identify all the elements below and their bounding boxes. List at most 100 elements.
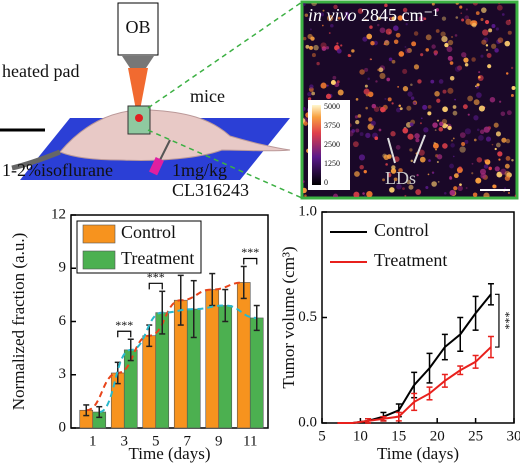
speckle xyxy=(305,44,310,49)
speckle xyxy=(428,159,431,162)
speckle xyxy=(370,40,375,46)
speckle xyxy=(316,61,320,66)
speckle xyxy=(427,111,432,116)
speckle xyxy=(478,105,485,112)
drug-label: CL316243 xyxy=(172,180,249,200)
tube xyxy=(11,149,61,171)
speckle xyxy=(387,97,392,102)
speckle xyxy=(464,15,470,20)
speckle xyxy=(337,89,344,96)
speckle xyxy=(333,4,338,10)
speckle xyxy=(481,7,487,13)
speckle xyxy=(431,3,435,6)
zoom-line xyxy=(147,129,303,199)
speckle xyxy=(511,86,516,90)
speckle xyxy=(340,44,343,47)
speckle xyxy=(410,83,413,87)
speckle xyxy=(359,164,364,170)
speckle xyxy=(510,66,514,70)
x-tick-label: 10 xyxy=(353,428,368,444)
speckle xyxy=(476,83,480,87)
speckle xyxy=(396,183,402,190)
objective xyxy=(117,2,159,56)
speckle xyxy=(413,101,416,105)
speckle xyxy=(499,100,502,103)
speckle xyxy=(440,31,446,37)
speckle xyxy=(391,16,397,21)
speckle xyxy=(485,44,489,47)
speckle xyxy=(480,54,484,58)
speckle xyxy=(476,157,483,163)
speckle xyxy=(493,184,497,189)
legend-label: Treatment xyxy=(121,248,194,268)
needle xyxy=(159,139,171,161)
arrow xyxy=(387,137,396,164)
speckle xyxy=(505,138,511,144)
significance-bracket xyxy=(494,293,500,348)
speckle xyxy=(488,28,493,33)
speckle xyxy=(303,3,306,6)
speckle xyxy=(427,173,430,176)
speckle xyxy=(427,104,432,109)
speckle xyxy=(504,170,511,177)
speckle xyxy=(467,95,474,102)
speckle xyxy=(484,19,490,25)
speckle xyxy=(449,76,455,81)
speckle xyxy=(404,194,407,197)
x-tick-label: 11 xyxy=(243,433,257,449)
speckle xyxy=(485,136,492,142)
speckle xyxy=(345,12,349,16)
speckle xyxy=(462,104,468,110)
speckle xyxy=(507,191,511,195)
speckle xyxy=(408,184,414,190)
speckle xyxy=(382,108,386,112)
speckle xyxy=(308,17,311,20)
arrow-label: LDs xyxy=(385,168,416,188)
speckle xyxy=(411,41,417,47)
speckle xyxy=(425,185,429,190)
speckle xyxy=(322,9,325,12)
speckle xyxy=(366,190,373,197)
image-panel: in vivo 2845 cm⁻¹ LDs 5000 3750 2500 1250 0 xyxy=(300,0,519,200)
significance-label: *** xyxy=(499,312,513,330)
speckle xyxy=(450,35,454,39)
speckle xyxy=(410,159,414,163)
speckle xyxy=(464,62,469,67)
dose-label: 1mg/kg xyxy=(172,160,227,180)
speckle xyxy=(478,75,481,79)
speckle xyxy=(321,24,324,27)
speckle xyxy=(303,121,308,126)
speckle xyxy=(437,119,440,122)
speckle xyxy=(419,156,426,163)
x-tick-label: 20 xyxy=(430,428,445,444)
speckle xyxy=(494,147,497,151)
speckle xyxy=(398,51,405,57)
speckle xyxy=(508,19,511,22)
speckle xyxy=(455,16,459,19)
y-tick-label: 0.0 xyxy=(298,414,317,430)
speckle xyxy=(419,122,422,125)
speckle-layer xyxy=(303,3,516,197)
bar xyxy=(236,282,251,429)
speckle xyxy=(480,17,484,22)
image-title-prefix: in vivo xyxy=(308,5,356,25)
speckle xyxy=(461,141,466,147)
speckle xyxy=(310,36,315,41)
speckle xyxy=(363,88,370,95)
speckle xyxy=(402,7,408,13)
speckle xyxy=(436,98,441,103)
speckle xyxy=(404,46,407,48)
y-tick-label: 0 xyxy=(59,419,67,435)
speckle xyxy=(366,33,373,40)
y-tick-label: 1.0 xyxy=(298,203,317,219)
speckle xyxy=(365,132,371,139)
speckle xyxy=(494,166,500,172)
speckle xyxy=(330,79,336,86)
legend-label: Treatment xyxy=(374,250,447,270)
speckle xyxy=(384,3,388,8)
speckle xyxy=(425,48,429,52)
speckle xyxy=(416,173,419,177)
speckle xyxy=(446,41,448,43)
speckle xyxy=(391,102,394,105)
speckle xyxy=(432,142,439,149)
